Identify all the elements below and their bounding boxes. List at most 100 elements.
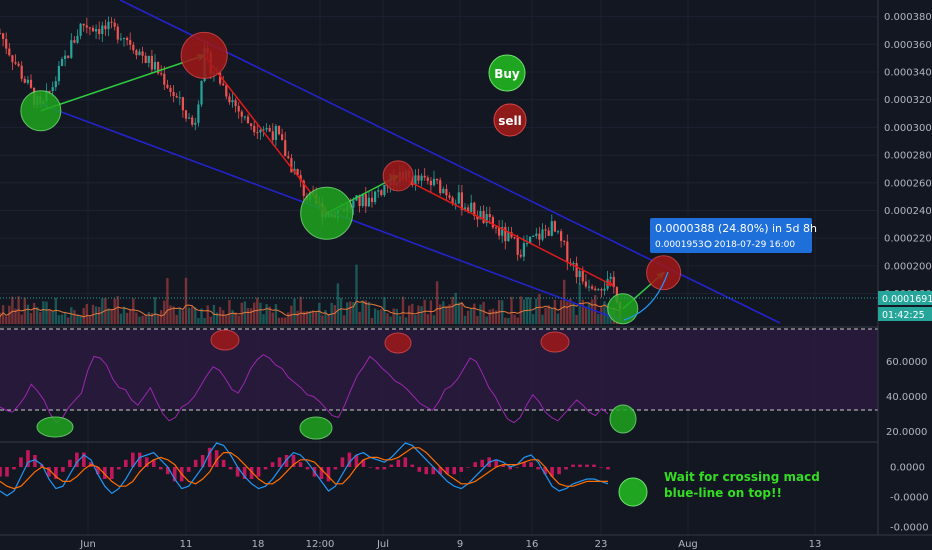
candle-body (234, 100, 237, 107)
rsi-tick-label: 60.0000 (886, 357, 927, 368)
volume-bar (473, 303, 476, 324)
time-tick-label: 18 (252, 539, 265, 550)
candle-body (476, 216, 479, 220)
current-price-text: 0.0001691 (882, 294, 932, 305)
macd-hist-bar (452, 467, 457, 475)
candle-body (600, 289, 603, 291)
macd-hist-bar (501, 464, 505, 467)
volume-bar (507, 317, 510, 324)
volume-bar (355, 264, 358, 324)
volume-bar (501, 300, 504, 324)
pattern-circle (20, 90, 62, 132)
candle-body (507, 232, 510, 242)
volume-bar (553, 299, 557, 324)
macd-hist-bar (550, 467, 554, 477)
candle-body (612, 276, 615, 288)
macd-hist-bar (319, 467, 324, 479)
volume-bar (510, 296, 513, 324)
volume-bar (364, 300, 367, 324)
volume-bar (590, 299, 594, 324)
countdown-text: 01:42:25 (882, 310, 925, 321)
candle-body (364, 194, 367, 207)
candle-body (253, 125, 256, 133)
candle-body (95, 29, 98, 32)
macd-hist-bar (473, 462, 478, 467)
candle-body (352, 200, 355, 208)
volume-bar (544, 307, 547, 324)
candle-body (417, 175, 420, 181)
candle-body (513, 237, 516, 239)
volume-bar (349, 301, 352, 324)
macd-tick-label: 0.0000 (890, 463, 925, 474)
candle-body (129, 40, 132, 45)
volume-bar (442, 301, 445, 324)
pattern-circle (300, 186, 354, 240)
candle-body (591, 286, 594, 289)
candle-body (8, 48, 11, 56)
volume-bar (296, 310, 299, 324)
macd-hist-bar (221, 459, 226, 467)
macd-axis-labels: 0.0000 -0.0000 -0.0000 (890, 463, 929, 534)
candle-body (228, 96, 231, 103)
volume-bar (367, 301, 371, 324)
volume-bar (122, 306, 126, 324)
volume-bar (32, 303, 36, 324)
rsi-signal-mark (609, 404, 637, 434)
candle-body (361, 194, 364, 206)
volume-bar (1, 305, 5, 324)
macd-hist-bar (12, 467, 16, 470)
volume-bar (246, 308, 250, 324)
volume-bar (113, 298, 116, 324)
volume-bar (8, 305, 11, 324)
candle-body (104, 25, 107, 30)
volume-bar (336, 283, 340, 324)
candle-body (482, 211, 485, 224)
candle-body (277, 125, 281, 135)
candle-body (160, 73, 163, 75)
candle-body (287, 156, 290, 159)
candle-body (0, 33, 2, 35)
rsi-signal-mark (299, 416, 333, 440)
candle-body (246, 116, 250, 124)
volume-bar (550, 307, 553, 324)
macd-hist-bar (599, 467, 603, 468)
macd-hist-bar (242, 467, 247, 479)
rsi-signal-mark (36, 416, 74, 438)
tooltip-price: 0.0001953 (655, 240, 704, 250)
time-axis-labels: Jun 11 18 12:00 Jul 9 16 23 Aug 13 (79, 539, 821, 550)
volume-bar (587, 302, 591, 324)
volume-bar (432, 315, 436, 324)
candle-body (299, 175, 302, 181)
candle-body (454, 203, 457, 205)
candle-body (231, 100, 234, 103)
volume-bar (11, 296, 14, 324)
candle-body (57, 65, 60, 82)
volume-bar (404, 317, 408, 324)
candle-body (116, 26, 119, 40)
candle-body (516, 237, 519, 255)
volume-bar (519, 296, 522, 324)
candle-body (64, 55, 67, 59)
volume-bar (414, 315, 417, 324)
candle-body (237, 106, 240, 112)
candle-body (169, 87, 172, 92)
macd-hist-bar (298, 462, 303, 467)
volume-bar (187, 307, 191, 324)
macd-hist-bar (606, 467, 610, 470)
candle-body (48, 90, 51, 92)
candle-body (498, 227, 501, 236)
time-axis (0, 535, 932, 550)
macd-hist-bar (214, 450, 219, 467)
candle-body (544, 229, 547, 231)
candle-body (491, 217, 494, 228)
volume-bar (132, 298, 135, 324)
candle-body (29, 79, 33, 88)
volume-bar (532, 314, 535, 324)
volume-bar (302, 311, 305, 324)
candle-body (157, 62, 160, 74)
macd-hist-bar (585, 464, 589, 467)
volume-bar (466, 310, 470, 324)
candle-body (225, 85, 228, 97)
